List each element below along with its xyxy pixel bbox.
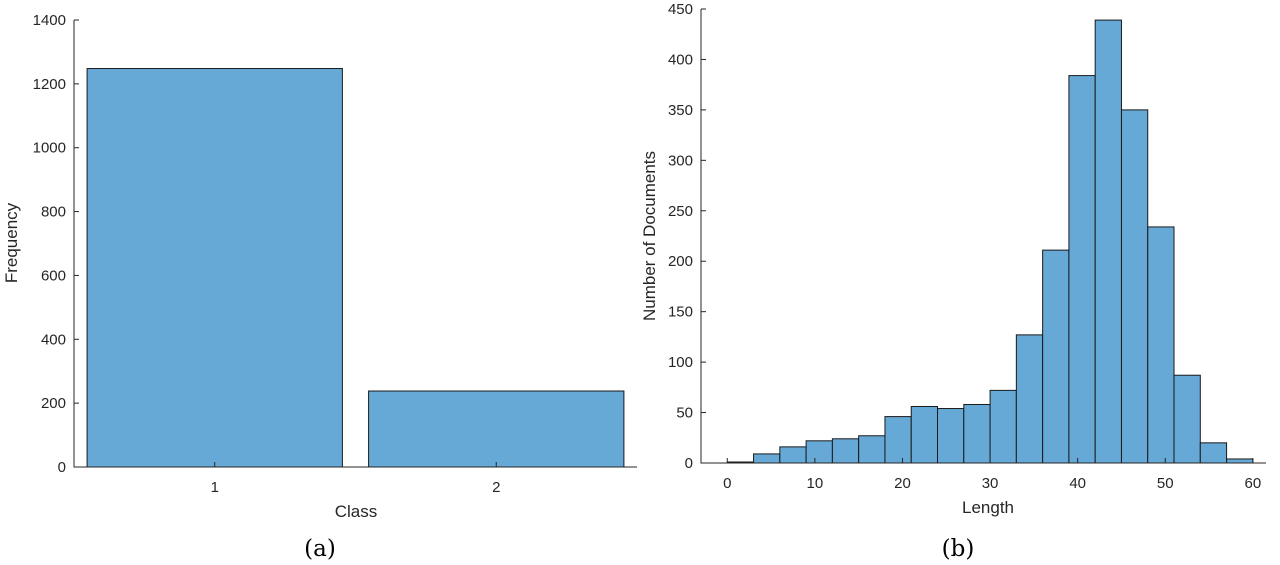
x-tick-label: 20 (894, 475, 911, 492)
histogram-bar (831, 438, 860, 464)
x-tick-label: 2 (492, 479, 500, 496)
y-ticks-a: 0 200 400 600 800 1000 1200 1400 (33, 12, 79, 476)
histogram-bar (1015, 334, 1044, 464)
y-tick-label: 100 (668, 354, 693, 371)
histogram-bar (1068, 75, 1096, 464)
y-tick-label: 0 (685, 455, 693, 472)
x-tick-label: 60 (1245, 475, 1262, 492)
y-tick-label: 450 (668, 1, 693, 18)
histogram-bar (1199, 442, 1228, 464)
panel-caption-b: (b) (942, 536, 975, 562)
histogram-bar (1147, 226, 1175, 464)
x-tick-label: 50 (1157, 475, 1174, 492)
y-tick-label: 400 (41, 331, 66, 348)
histogram-bar (1120, 109, 1149, 464)
y-ticks-b: 0 50 100 150 200 250 300 350 400 450 (668, 1, 706, 472)
bars-group-a (86, 68, 625, 468)
x-axis-label-a: Class (335, 502, 378, 521)
x-tick-label: 0 (723, 475, 731, 492)
histogram-bar (1226, 458, 1254, 464)
y-tick-label: 1400 (33, 12, 66, 29)
histogram-bar (1042, 249, 1070, 464)
y-axis-label-a: Frequency (2, 202, 21, 283)
x-ticks-b: 0 10 20 30 40 50 60 (723, 458, 1261, 492)
y-tick-label: 1200 (33, 76, 66, 93)
y-axis-label-b: Number of Documents (640, 151, 659, 321)
histogram-bar (963, 403, 991, 464)
bar-class-2 (368, 390, 625, 468)
histogram-bar (1173, 374, 1201, 464)
y-tick-label: 0 (58, 459, 66, 476)
x-tick-label: 1 (211, 479, 219, 496)
histogram-bar (805, 440, 833, 464)
histogram-bar (989, 389, 1017, 464)
y-tick-label: 50 (676, 405, 693, 422)
y-tick-label: 200 (41, 395, 66, 412)
x-axis-label-b: Length (962, 498, 1014, 517)
y-tick-label: 150 (668, 304, 693, 321)
bars-group-b (726, 19, 1254, 464)
histogram-bar (910, 406, 939, 464)
y-tick-label: 400 (668, 51, 693, 68)
y-tick-label: 1000 (33, 140, 66, 157)
y-tick-label: 800 (41, 204, 66, 221)
histogram-bar (884, 416, 912, 464)
panel-caption-a: (a) (304, 536, 336, 562)
histogram-bar (858, 435, 886, 464)
histogram-bar (937, 408, 965, 464)
bar-class-1 (86, 68, 343, 468)
x-tick-label: 40 (1069, 475, 1086, 492)
chart-panel-b: 0 50 100 150 200 250 300 350 400 450 0 10 20 30 40 50 6… (640, 1, 1266, 562)
y-tick-label: 600 (41, 267, 66, 284)
y-tick-label: 350 (668, 102, 693, 119)
x-tick-label: 30 (982, 475, 999, 492)
histogram-bar (779, 446, 807, 464)
y-tick-label: 300 (668, 152, 693, 169)
y-tick-label: 250 (668, 203, 693, 220)
y-tick-label: 200 (668, 253, 693, 270)
histogram-bar (753, 453, 781, 464)
x-tick-label: 10 (807, 475, 824, 492)
histogram-bar (1094, 19, 1122, 464)
